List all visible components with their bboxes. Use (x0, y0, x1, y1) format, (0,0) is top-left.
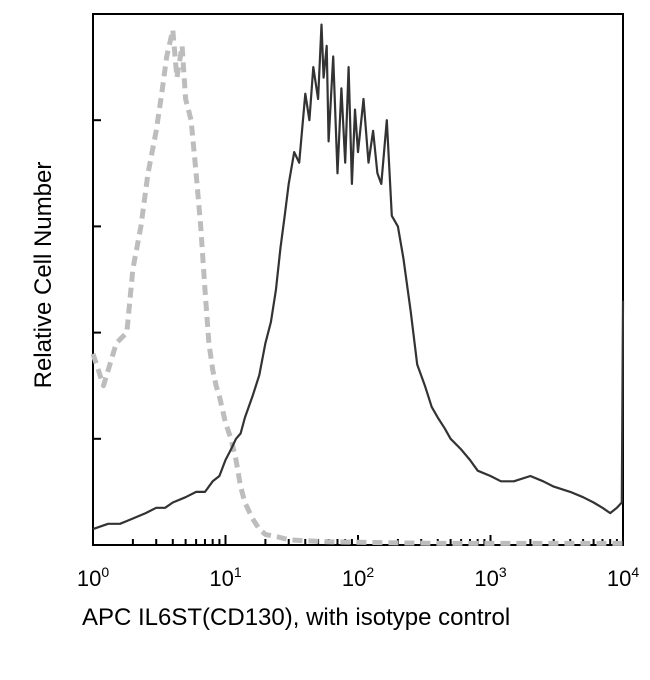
x-axis-label: APC IL6ST(CD130), with isotype control (82, 604, 510, 631)
y-axis-ticks (92, 13, 101, 546)
x-tick-label: 100 (77, 564, 109, 591)
x-tick-label: 104 (607, 564, 639, 591)
plot-frame (92, 13, 624, 546)
y-axis-label: Relative Cell Number (30, 162, 57, 389)
series-lines (90, 23, 625, 546)
stained-sample-line (92, 23, 625, 531)
x-tick-label: 101 (209, 564, 241, 591)
plot-border (92, 13, 624, 546)
x-tick-label: 103 (474, 564, 506, 591)
x-axis-tick-labels: 100 101 102 103 104 (77, 564, 639, 591)
isotype-control-line (90, 27, 623, 546)
x-tick-label: 102 (342, 564, 374, 591)
